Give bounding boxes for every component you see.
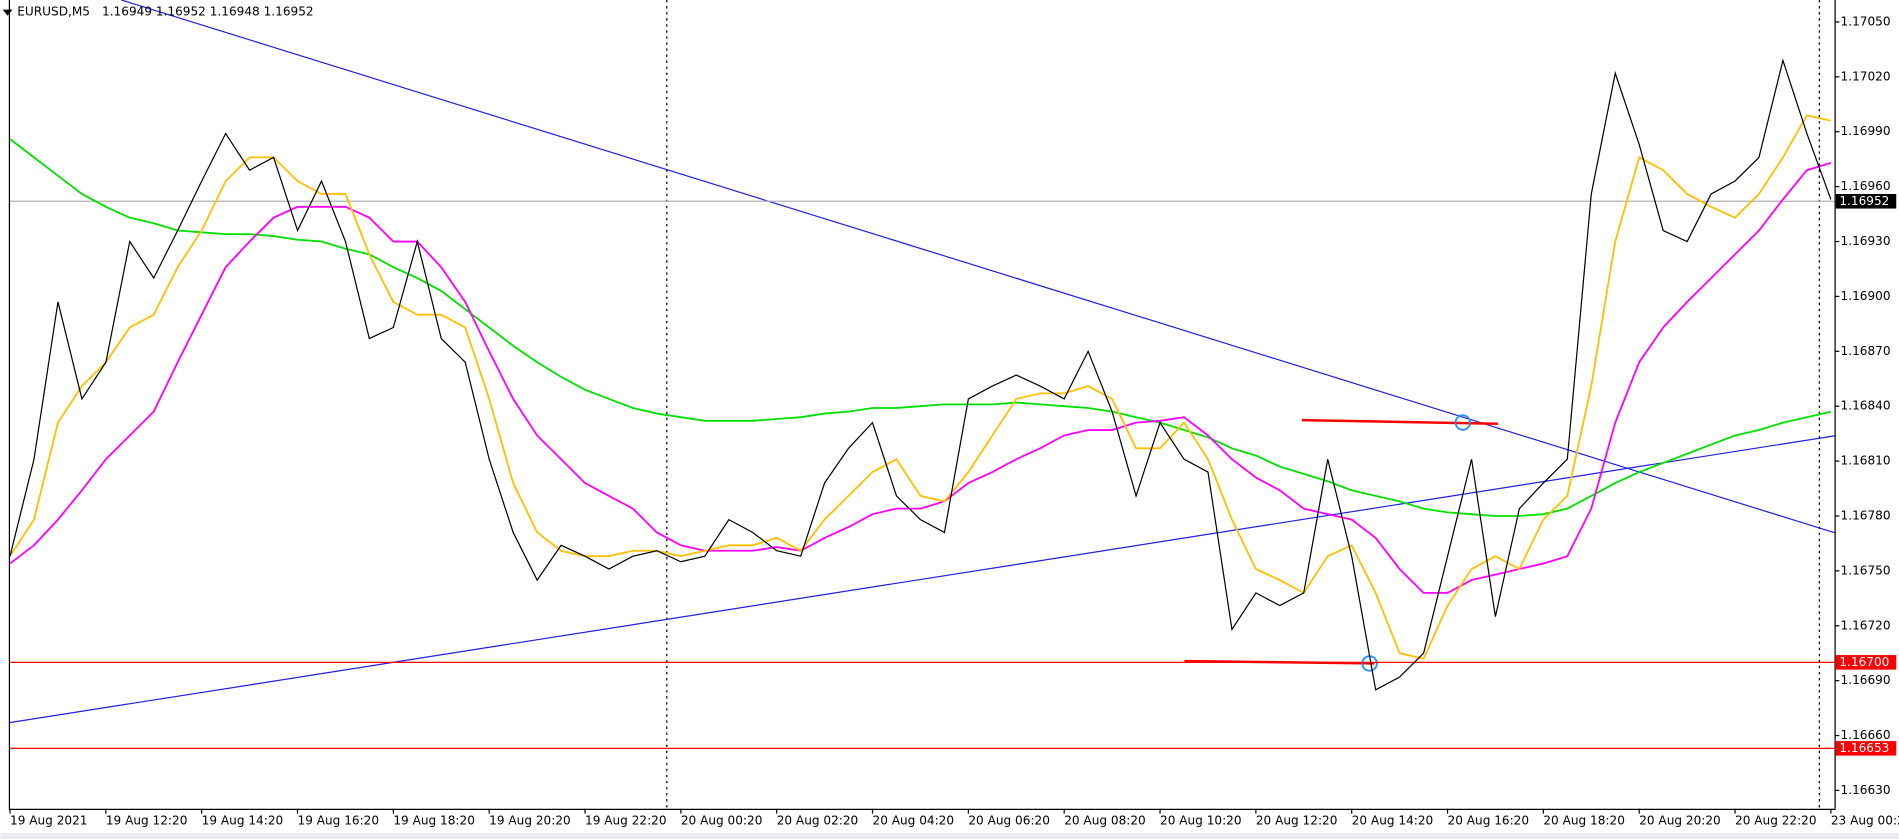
x-tick-label: 20 Aug 12:20 (1256, 813, 1338, 827)
x-tick-label: 20 Aug 08:20 (1064, 813, 1146, 827)
x-tick-label: 19 Aug 22:20 (585, 813, 667, 827)
series-line (9, 58, 1832, 691)
menu-arrow[interactable] (2, 9, 13, 16)
bottom-strip (0, 832, 1899, 839)
x-tick-label: 20 Aug 18:20 (1543, 813, 1625, 827)
y-tick-label: 1.16780 (1841, 508, 1891, 522)
x-tick-label: 20 Aug 22:20 (1735, 813, 1817, 827)
marker-line (1301, 418, 1498, 425)
level-label: 1.16700 (1839, 655, 1889, 669)
marker-circle (1454, 414, 1471, 431)
x-tick-label: 19 Aug 12:20 (106, 813, 188, 827)
x-tick-label: 20 Aug 16:20 (1448, 813, 1530, 827)
x-tick-label: 19 Aug 18:20 (393, 813, 475, 827)
y-tick-label: 1.16990 (1841, 124, 1891, 138)
x-tick-label: 19 Aug 20:20 (489, 813, 571, 827)
y-tick-label: 1.16870 (1841, 344, 1891, 358)
x-tick-label: 20 Aug 20:20 (1639, 813, 1721, 827)
x-tick-label: 19 Aug 2021 (10, 813, 87, 827)
y-tick-label: 1.16960 (1841, 179, 1891, 193)
y-tick-label: 1.16630 (1841, 783, 1891, 797)
current-price-box (1835, 194, 1897, 209)
trend-line (121, 0, 1835, 534)
x-tick-label: 19 Aug 16:20 (298, 813, 380, 827)
y-tick-label: 1.17020 (1841, 69, 1891, 83)
series-line (9, 114, 1832, 660)
x-tick-label: 19 Aug 14:20 (202, 813, 284, 827)
x-tick-label: 20 Aug 06:20 (968, 813, 1050, 827)
x-tick-label: 23 Aug 00:20 (1831, 813, 1899, 827)
x-tick-label: 20 Aug 14:20 (1352, 813, 1434, 827)
x-tick-label: 20 Aug 04:20 (873, 813, 955, 827)
y-tick-label: 1.16900 (1841, 289, 1891, 303)
y-tick-label: 1.16930 (1841, 234, 1891, 248)
ohlc-label: 1.16949 1.16952 1.16948 1.16952 (102, 5, 314, 19)
series-line (9, 161, 1832, 594)
x-tick-label: 20 Aug 02:20 (777, 813, 859, 827)
y-tick-label: 1.16690 (1841, 673, 1891, 687)
level-box (1835, 655, 1897, 670)
y-tick-label: 1.16720 (1841, 618, 1891, 632)
level-box (1835, 741, 1897, 756)
series-line (9, 138, 1832, 517)
y-tick-label: 1.16810 (1841, 454, 1891, 468)
level-label: 1.16653 (1839, 741, 1889, 755)
symbol-label: EURUSD,M5 (17, 5, 90, 19)
y-tick-label: 1.16840 (1841, 399, 1891, 413)
x-tick-label: 20 Aug 00:20 (681, 813, 763, 827)
y-tick-label: 1.16660 (1841, 728, 1891, 742)
y-tick-label: 1.16750 (1841, 563, 1891, 577)
trend-line (8, 435, 1835, 724)
y-tick-label: 1.17050 (1841, 14, 1891, 28)
x-tick-label: 20 Aug 10:20 (1160, 813, 1242, 827)
current-price-label: 1.16952 (1839, 194, 1889, 208)
